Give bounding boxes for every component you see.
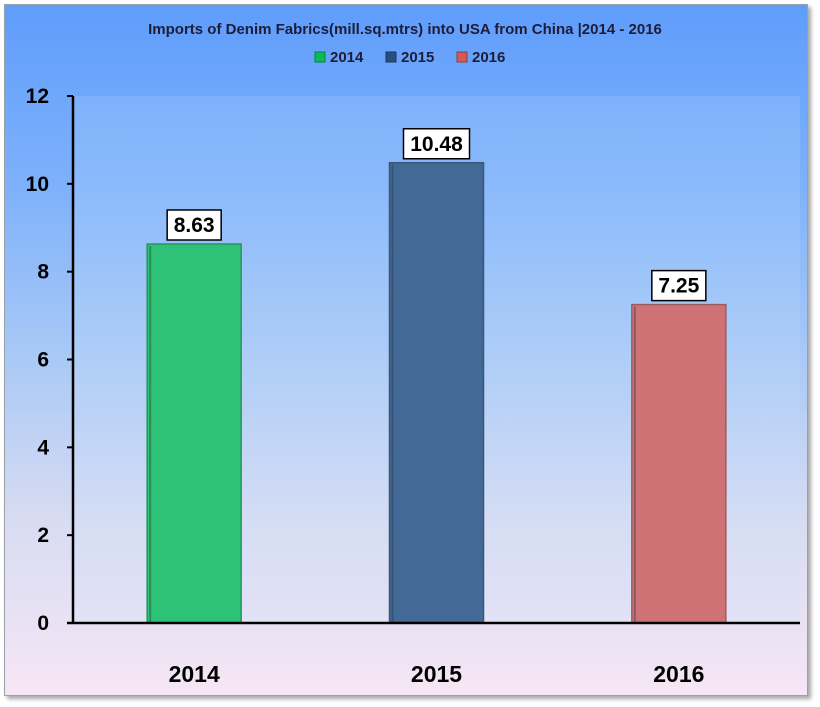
y-tick-label-10: 10 <box>26 173 49 196</box>
legend-swatch-2016 <box>456 51 468 63</box>
data-label-box-2014 <box>166 209 222 241</box>
legend-swatch-2015 <box>385 51 397 63</box>
y-tick-label-0: 0 <box>37 612 49 635</box>
x-tick-label-2016: 2016 <box>653 661 704 687</box>
legend-swatch-2014 <box>314 51 326 63</box>
x-tick-label-2015: 2015 <box>411 661 462 687</box>
data-label-2016: 7.25 <box>658 275 699 298</box>
bar-2015 <box>388 162 485 624</box>
legend-label-2015: 2015 <box>401 49 434 66</box>
plot-area <box>73 96 800 623</box>
y-axis-ticks: 0 2 4 6 8 10 12 <box>26 85 73 635</box>
bars <box>146 162 727 624</box>
legend-label-2014: 2014 <box>330 49 364 66</box>
y-tick-label-8: 8 <box>37 261 49 284</box>
chart-title: Imports of Denim Fabrics(mill.sq.mtrs) i… <box>148 21 662 38</box>
x-tick-label-2014: 2014 <box>169 661 220 687</box>
y-tick-label-12: 12 <box>26 85 49 108</box>
x-axis-labels: 2014 2015 2016 <box>169 661 705 687</box>
axes <box>67 96 800 625</box>
data-labels: 8.63 10.48 7.25 <box>166 128 707 302</box>
data-label-2014: 8.63 <box>174 214 215 237</box>
legend-label-2016: 2016 <box>472 49 505 66</box>
data-label-box-2015 <box>402 128 471 160</box>
chart-frame: Imports of Denim Fabrics(mill.sq.mtrs) i… <box>4 4 808 696</box>
data-label-2015: 10.48 <box>410 133 463 156</box>
y-tick-label-4: 4 <box>37 436 49 459</box>
y-tick-label-2: 2 <box>37 524 49 547</box>
legend: 2014 2015 2016 <box>314 49 505 66</box>
chart: Imports of Denim Fabrics(mill.sq.mtrs) i… <box>26 21 800 687</box>
data-label-box-2016 <box>651 269 707 302</box>
y-tick-label-6: 6 <box>37 349 49 372</box>
